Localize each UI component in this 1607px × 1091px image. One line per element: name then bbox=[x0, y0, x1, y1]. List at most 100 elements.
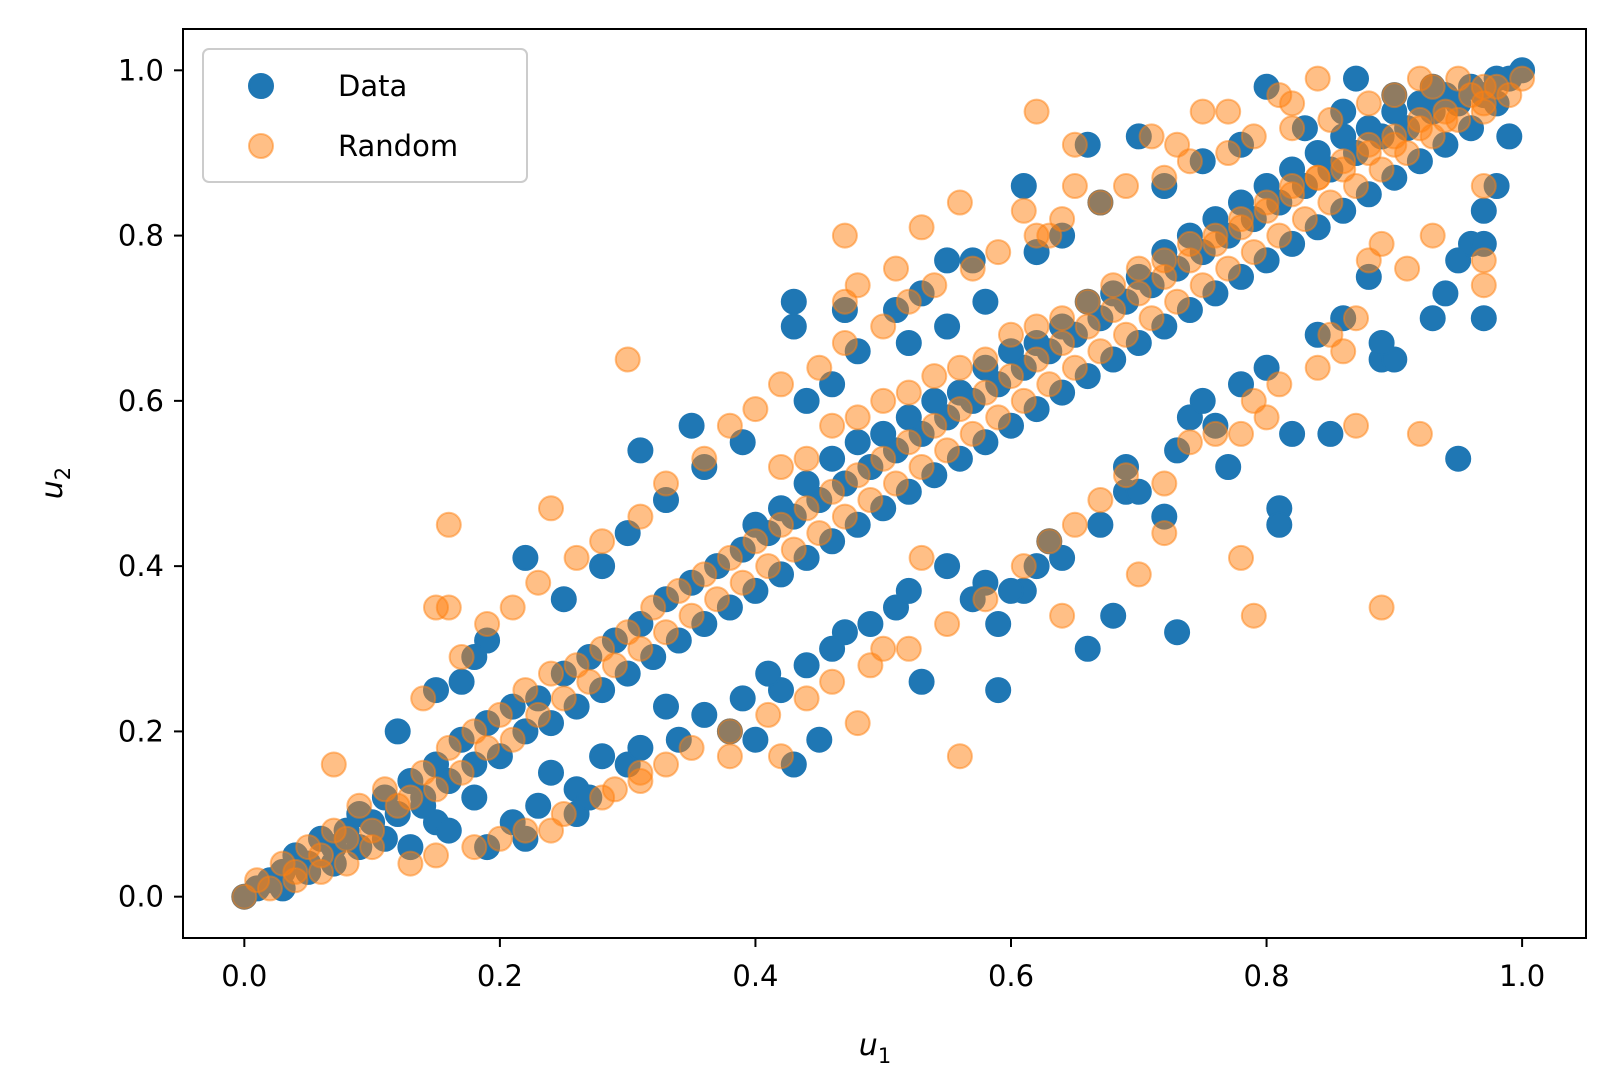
point-random bbox=[1304, 354, 1331, 381]
point-random bbox=[627, 635, 654, 662]
point-random bbox=[1113, 462, 1139, 489]
point-random bbox=[793, 495, 820, 522]
point-data bbox=[1445, 445, 1472, 472]
point-random bbox=[1470, 173, 1497, 199]
point-random bbox=[1266, 222, 1293, 249]
point-random bbox=[691, 561, 718, 588]
point-random bbox=[448, 644, 475, 670]
point-data bbox=[895, 330, 922, 356]
point-random bbox=[678, 602, 705, 629]
point-random bbox=[1138, 305, 1165, 332]
point-data bbox=[985, 611, 1012, 637]
point-random bbox=[831, 330, 858, 356]
point-random bbox=[627, 768, 654, 794]
point-data bbox=[1215, 454, 1242, 480]
point-random bbox=[423, 776, 449, 803]
point-data bbox=[895, 404, 922, 431]
point-data bbox=[1074, 635, 1101, 662]
point-random bbox=[1291, 206, 1318, 233]
point-data bbox=[908, 668, 935, 695]
x-tick-label: 0.4 bbox=[732, 959, 778, 993]
point-random bbox=[1279, 115, 1306, 142]
point-data bbox=[448, 668, 475, 695]
point-random bbox=[512, 677, 539, 704]
point-random bbox=[1406, 420, 1433, 447]
point-random bbox=[1036, 371, 1063, 398]
point-random bbox=[1470, 247, 1497, 274]
point-data bbox=[1343, 65, 1369, 92]
point-random bbox=[972, 379, 999, 406]
point-random bbox=[857, 487, 884, 513]
x-axis-label-subscript: 1 bbox=[878, 1044, 891, 1068]
point-random bbox=[653, 751, 679, 778]
point-random bbox=[1010, 197, 1037, 224]
point-random bbox=[870, 387, 897, 414]
point-random bbox=[474, 611, 501, 637]
point-random bbox=[704, 586, 731, 613]
point-data bbox=[1100, 602, 1127, 629]
point-random bbox=[806, 520, 833, 547]
legend: Data Random bbox=[202, 48, 528, 183]
point-random bbox=[486, 825, 513, 852]
point-random bbox=[934, 611, 961, 637]
point-random bbox=[1470, 73, 1497, 100]
point-random bbox=[985, 404, 1012, 431]
point-data bbox=[921, 387, 948, 414]
point-random bbox=[678, 734, 705, 761]
legend-label-random: Random bbox=[338, 129, 458, 163]
point-data bbox=[755, 660, 782, 687]
point-data bbox=[819, 445, 846, 472]
point-random bbox=[716, 718, 743, 745]
point-random bbox=[1215, 98, 1242, 125]
point-data bbox=[1496, 123, 1523, 150]
point-random bbox=[1228, 420, 1254, 447]
point-random bbox=[831, 503, 858, 530]
point-data bbox=[1266, 511, 1293, 538]
point-random bbox=[550, 685, 577, 712]
point-random bbox=[1279, 90, 1306, 117]
point-random bbox=[1445, 65, 1472, 92]
point-random bbox=[1125, 280, 1152, 307]
point-random bbox=[1304, 164, 1331, 191]
point-data bbox=[793, 652, 820, 679]
point-random bbox=[435, 594, 462, 621]
point-random bbox=[895, 379, 922, 406]
point-random bbox=[793, 685, 820, 712]
point-random bbox=[1202, 222, 1229, 249]
point-random bbox=[1049, 602, 1076, 629]
point-data bbox=[627, 437, 654, 464]
point-random bbox=[653, 619, 679, 646]
point-data bbox=[998, 577, 1024, 604]
point-random bbox=[1049, 330, 1076, 356]
point-random bbox=[486, 701, 513, 728]
point-random bbox=[1266, 371, 1293, 398]
point-random bbox=[282, 867, 309, 894]
point-random bbox=[934, 437, 961, 464]
point-random bbox=[819, 412, 846, 439]
point-random bbox=[1330, 156, 1357, 183]
point-data bbox=[793, 470, 820, 497]
point-random bbox=[768, 371, 794, 398]
point-random bbox=[1138, 123, 1165, 150]
point-random bbox=[870, 313, 897, 340]
x-axis-label: u1 bbox=[859, 1028, 891, 1068]
point-data bbox=[435, 817, 462, 844]
point-data bbox=[512, 544, 539, 571]
legend-marker-random bbox=[248, 133, 274, 159]
point-random bbox=[1419, 222, 1446, 249]
point-random bbox=[1061, 131, 1088, 158]
point-random bbox=[1125, 561, 1152, 588]
point-random bbox=[499, 594, 526, 621]
y-tick-label: 0.4 bbox=[118, 549, 164, 583]
point-random bbox=[844, 710, 871, 737]
legend-label-data: Data bbox=[338, 69, 407, 103]
x-tick-label: 0.6 bbox=[988, 959, 1034, 993]
point-data bbox=[895, 577, 922, 604]
point-random bbox=[768, 743, 794, 770]
point-data bbox=[538, 759, 564, 786]
point-random bbox=[333, 825, 360, 852]
point-random bbox=[1240, 239, 1267, 266]
point-data bbox=[1317, 420, 1344, 447]
point-random bbox=[589, 528, 616, 555]
